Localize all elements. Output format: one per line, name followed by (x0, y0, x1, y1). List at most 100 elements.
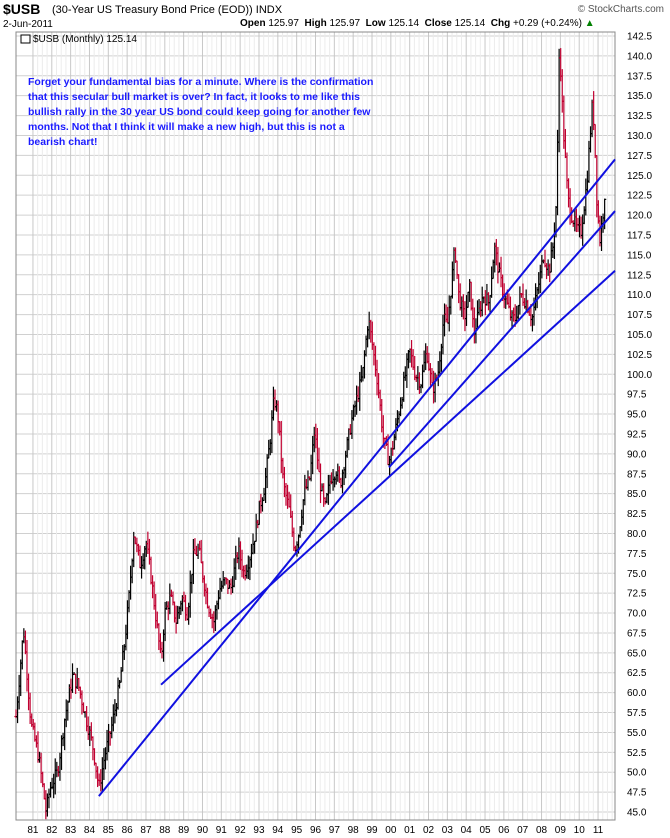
symbol-description: (30-Year US Treasury Bond Price (EOD)) I… (52, 4, 282, 16)
high-value: 125.97 (329, 18, 361, 29)
x-tick-label: 90 (197, 825, 209, 836)
annotation-text: Forget your fundamental bias for a minut… (28, 76, 373, 148)
y-tick-label: 65.0 (627, 648, 647, 659)
annotation-line: bearish chart! (28, 136, 97, 148)
x-tick-label: 06 (498, 825, 510, 836)
open-value: 125.97 (268, 18, 299, 29)
legend-swatch (20, 34, 31, 44)
y-tick-label: 120.0 (627, 211, 652, 222)
y-tick-label: 100.0 (627, 370, 652, 381)
quote-line: Open 125.97 High 125.97 Low 125.14 Close… (240, 18, 595, 29)
x-tick-label: 03 (442, 825, 454, 836)
x-tick-label: 98 (348, 825, 360, 836)
y-tick-label: 85.0 (627, 489, 647, 500)
x-tick-label: 93 (253, 825, 265, 836)
y-tick-label: 95.0 (627, 410, 647, 421)
x-tick-label: 07 (517, 825, 529, 836)
annotation-line: months. Not that I think it will make a … (28, 121, 345, 133)
chg-value: +0.29 (+0.24%) (513, 18, 582, 29)
x-tick-label: 91 (216, 825, 228, 836)
y-tick-label: 52.5 (627, 748, 647, 759)
y-tick-label: 70.0 (627, 609, 647, 620)
x-tick-label: 02 (423, 825, 435, 836)
x-axis-ticks: 81 82 83 84 85 86 87 88 89 90 91 92 93 94 95 96 97 98 99 00… (27, 825, 603, 836)
annotation-line: Forget your fundamental bias for a minut… (28, 76, 373, 88)
y-tick-label: 75.0 (627, 569, 647, 580)
y-tick-label: 142.5 (627, 31, 652, 42)
x-tick-label: 10 (574, 825, 586, 836)
trendline (98, 158, 616, 797)
y-tick-label: 77.5 (627, 549, 647, 560)
open-label: Open (240, 18, 266, 29)
close-label: Close (424, 18, 452, 29)
x-tick-label: 84 (84, 825, 96, 836)
y-tick-label: 117.5 (627, 230, 652, 241)
legend-text: $USB (Monthly) 125.14 (33, 34, 137, 45)
x-tick-label: 82 (46, 825, 58, 836)
x-tick-label: 88 (159, 825, 171, 836)
y-tick-label: 102.5 (627, 350, 652, 361)
x-tick-label: 94 (272, 825, 284, 836)
description-text: (30-Year US Treasury Bond Price (EOD)) (52, 4, 253, 16)
y-tick-label: 105.0 (627, 330, 652, 341)
up-arrow-icon: ▲ (584, 18, 595, 29)
brand-label: © StockCharts.com (577, 4, 664, 15)
x-tick-label: 81 (27, 825, 39, 836)
symbol-label: $USB (3, 1, 41, 17)
y-tick-label: 125.0 (627, 171, 652, 182)
x-tick-label: 05 (479, 825, 491, 836)
y-tick-label: 110.0 (627, 290, 652, 301)
x-tick-label: 97 (329, 825, 341, 836)
price-bars (14, 48, 607, 820)
x-tick-label: 08 (536, 825, 548, 836)
low-label: Low (365, 18, 386, 29)
y-tick-label: 137.5 (627, 71, 652, 82)
x-tick-label: 00 (385, 825, 397, 836)
annotation-line: bullish rally in the 30 year US bond cou… (28, 106, 371, 118)
y-tick-label: 87.5 (627, 469, 647, 480)
trendlines (98, 158, 616, 797)
x-tick-label: 86 (122, 825, 134, 836)
y-axis-ticks: 45.0 47.5 50.0 52.5 55.0 57.5 60.0 62.5 65.0 67.5… (627, 31, 652, 818)
y-tick-label: 97.5 (627, 390, 647, 401)
y-tick-label: 47.5 (627, 788, 647, 799)
y-tick-label: 135.0 (627, 91, 652, 102)
x-tick-label: 09 (555, 825, 567, 836)
exchange-label: INDX (255, 4, 283, 16)
y-tick-label: 57.5 (627, 708, 647, 719)
x-tick-label: 92 (235, 825, 247, 836)
y-tick-label: 130.0 (627, 131, 652, 142)
y-tick-label: 122.5 (627, 191, 652, 202)
trendline (160, 270, 616, 686)
high-label: High (304, 18, 327, 29)
annotation-line: that this secular bull market is over? I… (28, 91, 360, 103)
legend: $USB (Monthly) 125.14 (20, 34, 137, 45)
x-tick-label: 96 (310, 825, 322, 836)
x-tick-label: 85 (103, 825, 115, 836)
y-tick-label: 72.5 (627, 589, 647, 600)
y-tick-label: 140.0 (627, 51, 652, 62)
chart-header: $USB (30-Year US Treasury Bond Price (EO… (0, 0, 670, 34)
chg-label: Chg (490, 18, 511, 29)
x-tick-label: 01 (404, 825, 416, 836)
y-tick-label: 107.5 (627, 310, 652, 321)
price-chart: 45.0 47.5 50.0 52.5 55.0 57.5 60.0 62.5 65.0 67.5… (14, 31, 652, 836)
y-tick-label: 67.5 (627, 628, 647, 639)
y-tick-label: 90.0 (627, 449, 647, 460)
x-tick-label: 04 (461, 825, 473, 836)
plot-frame (15, 31, 616, 821)
y-tick-label: 115.0 (627, 250, 652, 261)
y-tick-label: 62.5 (627, 668, 647, 679)
trendline (388, 210, 616, 469)
x-tick-label: 95 (291, 825, 303, 836)
y-tick-label: 50.0 (627, 768, 647, 779)
y-tick-label: 112.5 (627, 270, 652, 281)
y-tick-label: 127.5 (627, 151, 652, 162)
x-tick-label: 99 (366, 825, 378, 836)
low-value: 125.14 (388, 18, 420, 29)
x-tick-label: 89 (178, 825, 190, 836)
x-tick-label: 87 (140, 825, 152, 836)
close-value: 125.14 (454, 18, 486, 29)
y-tick-label: 60.0 (627, 688, 647, 699)
y-tick-label: 45.0 (627, 808, 647, 819)
